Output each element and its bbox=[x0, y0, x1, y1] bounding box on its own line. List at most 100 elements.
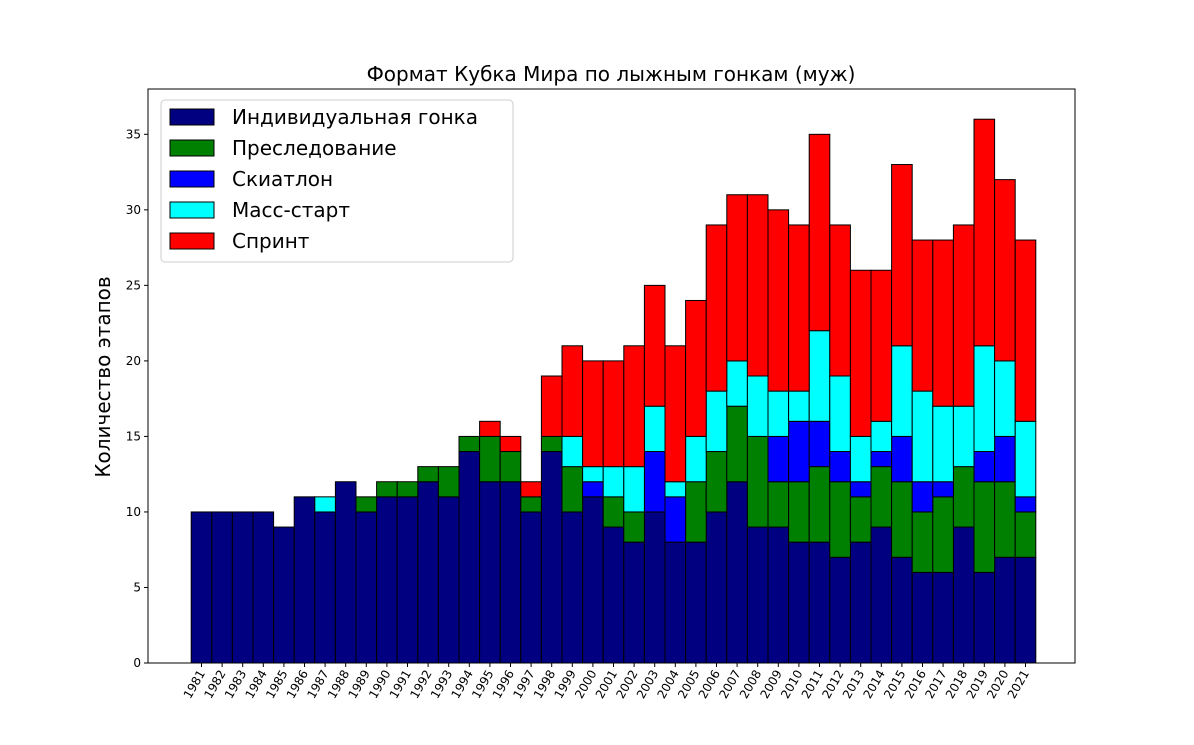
bar-2010-series-1 bbox=[788, 481, 810, 543]
bar-2016-series-2 bbox=[911, 481, 934, 513]
legend-swatch bbox=[169, 170, 215, 188]
bar-1983-series-0 bbox=[231, 511, 254, 664]
bar-2021-series-3 bbox=[1014, 420, 1037, 498]
bar-2011-series-0 bbox=[808, 541, 831, 664]
plot-frame bbox=[147, 88, 1076, 664]
bar-1995-series-0 bbox=[479, 481, 501, 664]
y-tick-label: 0 bbox=[133, 656, 141, 670]
y-axis: 0 5 10 15 20 25 30 35 bbox=[126, 127, 148, 670]
bar-1990-series-1 bbox=[376, 481, 398, 498]
bar-2003-series-4 bbox=[643, 284, 666, 407]
y-tick-label: 15 bbox=[126, 429, 141, 443]
bar-2020-series-0 bbox=[994, 556, 1016, 664]
bar-1991-series-0 bbox=[396, 496, 419, 664]
bar-2016-series-4 bbox=[911, 239, 934, 392]
bar-2017-series-4 bbox=[932, 239, 954, 407]
bar-2020-series-4 bbox=[994, 179, 1016, 362]
bar-2016-series-1 bbox=[911, 511, 934, 573]
bar-2010-series-4 bbox=[788, 224, 810, 392]
bar-2014-series-3 bbox=[870, 420, 893, 453]
bar-2004-series-4 bbox=[664, 345, 687, 483]
bar-1998-series-0 bbox=[540, 451, 563, 664]
bar-2008-series-0 bbox=[746, 526, 769, 664]
bar-2005-series-3 bbox=[685, 435, 707, 483]
bar-1990-series-0 bbox=[376, 496, 398, 664]
bar-2015-series-2 bbox=[891, 435, 913, 483]
bar-2005-series-1 bbox=[685, 481, 707, 543]
bar-2003-series-3 bbox=[643, 405, 666, 453]
bar-2009-series-0 bbox=[767, 526, 790, 664]
bar-2014-series-4 bbox=[870, 269, 893, 422]
bar-2019-series-2 bbox=[973, 451, 996, 483]
bar-1991-series-1 bbox=[396, 481, 419, 498]
bar-2018-series-4 bbox=[952, 224, 975, 407]
bar-2019-series-1 bbox=[973, 481, 996, 573]
bar-2010-series-3 bbox=[788, 390, 810, 422]
bar-1987-series-3 bbox=[314, 496, 336, 513]
bar-1997-series-1 bbox=[520, 496, 542, 513]
bar-1997-series-4 bbox=[520, 481, 542, 498]
bar-2013-series-0 bbox=[849, 541, 872, 664]
bar-2015-series-1 bbox=[891, 481, 913, 558]
bar-2004-series-2 bbox=[664, 496, 687, 543]
bar-1993-series-0 bbox=[437, 496, 460, 664]
legend-swatch bbox=[169, 108, 215, 126]
bar-2017-series-2 bbox=[932, 481, 954, 498]
bar-2012-series-2 bbox=[829, 451, 851, 483]
bar-2015-series-0 bbox=[891, 556, 913, 664]
bar-2007-series-4 bbox=[726, 194, 748, 362]
bar-1982-series-0 bbox=[211, 511, 233, 664]
bar-1992-series-0 bbox=[417, 481, 439, 664]
x-axis: 1981198219831984198519861987198819891990… bbox=[181, 663, 1032, 701]
bar-2013-series-2 bbox=[849, 481, 872, 498]
bar-2008-series-3 bbox=[746, 375, 769, 437]
legend-swatch bbox=[169, 201, 215, 219]
bar-2000-series-0 bbox=[582, 496, 604, 664]
bar-2012-series-4 bbox=[829, 224, 851, 377]
y-tick-label: 5 bbox=[133, 580, 141, 594]
bar-2018-series-3 bbox=[952, 405, 975, 468]
bar-1998-series-1 bbox=[540, 435, 563, 453]
bar-2019-series-0 bbox=[973, 571, 996, 664]
bar-1989-series-0 bbox=[355, 511, 378, 664]
bar-1999-series-4 bbox=[561, 345, 584, 437]
bar-2006-series-1 bbox=[705, 451, 728, 513]
bar-2013-series-3 bbox=[849, 435, 872, 483]
bar-2002-series-1 bbox=[623, 511, 645, 543]
legend-label: Спринт bbox=[232, 229, 310, 253]
bars-layer bbox=[190, 118, 1037, 664]
y-axis-label: Количество этапов bbox=[91, 276, 115, 477]
bar-1994-series-0 bbox=[458, 451, 481, 664]
x-tick-label: 2021 bbox=[1005, 668, 1032, 701]
bar-2006-series-4 bbox=[705, 224, 728, 392]
bar-2017-series-1 bbox=[932, 496, 954, 573]
bar-2021-series-1 bbox=[1014, 511, 1037, 558]
bar-2016-series-3 bbox=[911, 390, 934, 483]
legend-label: Индивидуальная гонка bbox=[232, 105, 478, 129]
bar-2018-series-1 bbox=[952, 466, 975, 528]
bar-2015-series-4 bbox=[891, 164, 913, 347]
y-tick-label: 10 bbox=[126, 505, 141, 519]
bar-1988-series-0 bbox=[334, 481, 357, 664]
legend-label: Масс-старт bbox=[232, 198, 350, 222]
bar-2012-series-1 bbox=[829, 481, 851, 558]
bar-1984-series-0 bbox=[252, 511, 275, 664]
bar-1994-series-1 bbox=[458, 435, 481, 453]
bar-1985-series-0 bbox=[273, 526, 295, 664]
bar-2000-series-3 bbox=[582, 466, 604, 483]
legend-label: Преследование bbox=[232, 136, 397, 160]
bar-2020-series-1 bbox=[994, 481, 1016, 558]
bar-1999-series-1 bbox=[561, 466, 584, 513]
bar-2000-series-2 bbox=[582, 481, 604, 498]
bar-2011-series-4 bbox=[808, 133, 831, 332]
bar-2012-series-0 bbox=[829, 556, 851, 664]
bar-2004-series-0 bbox=[664, 541, 687, 664]
bar-2008-series-1 bbox=[746, 435, 769, 528]
bar-2015-series-3 bbox=[891, 345, 913, 437]
bar-2021-series-0 bbox=[1014, 556, 1037, 664]
bar-2001-series-0 bbox=[602, 526, 625, 664]
legend-swatch bbox=[169, 139, 215, 157]
bar-2007-series-3 bbox=[726, 360, 748, 407]
bar-2009-series-3 bbox=[767, 390, 790, 437]
bar-2002-series-4 bbox=[623, 345, 645, 468]
